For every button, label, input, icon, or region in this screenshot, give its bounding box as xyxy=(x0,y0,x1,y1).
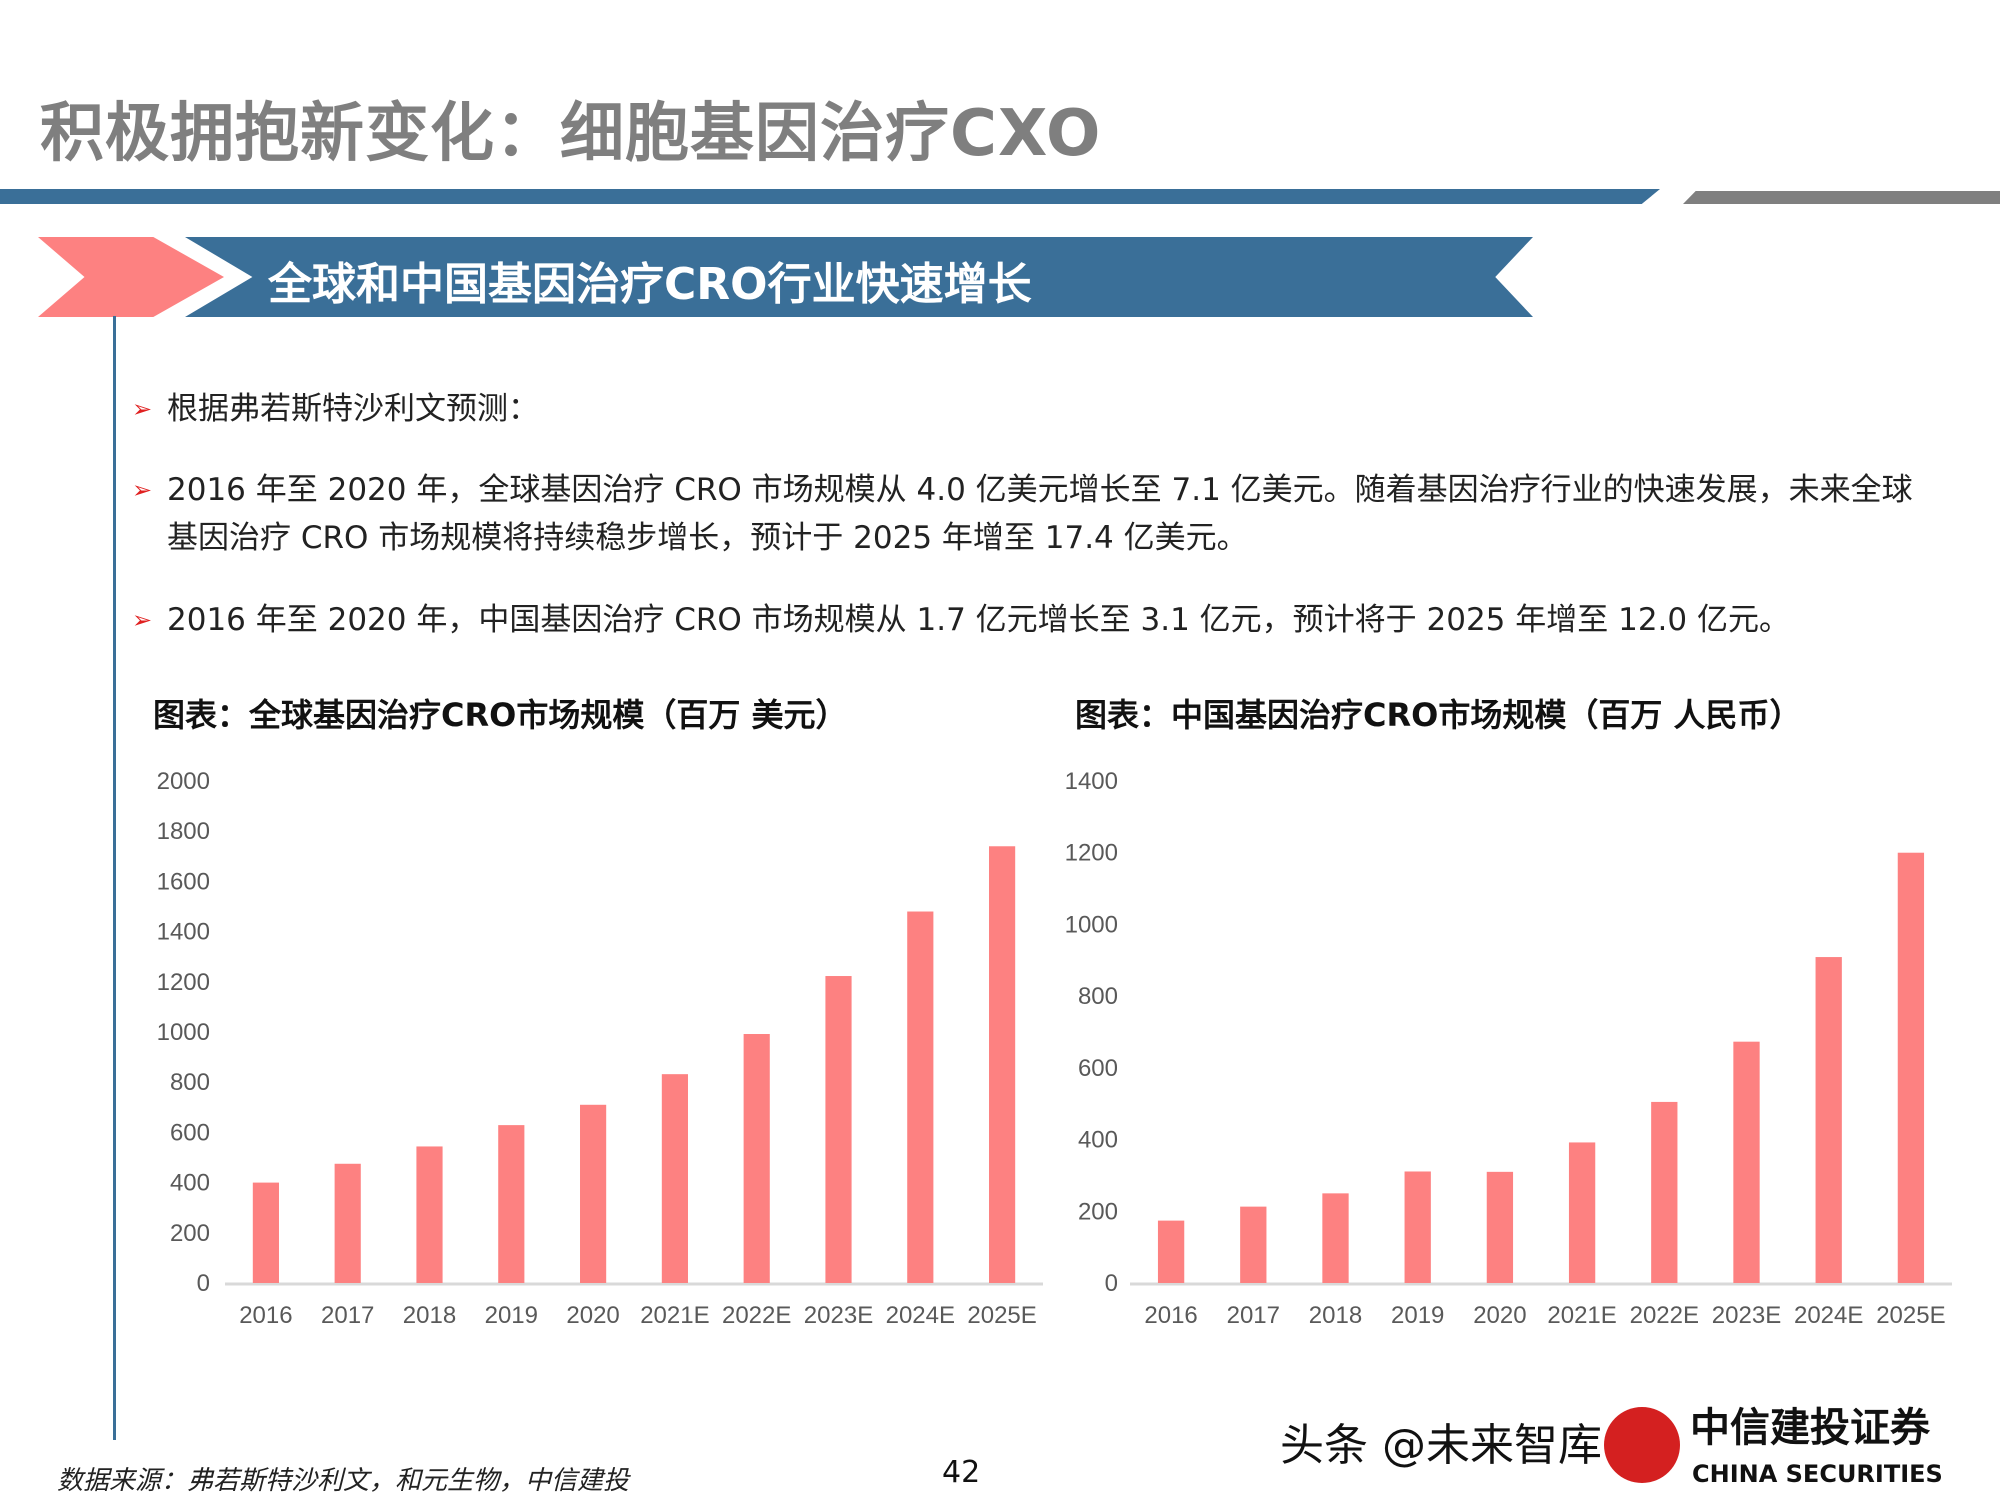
x-tick-label: 2018 xyxy=(403,1302,456,1329)
y-tick-label: 200 xyxy=(1078,1198,1118,1225)
x-tick-label: 2020 xyxy=(1473,1302,1526,1329)
bar-2019 xyxy=(1404,1171,1431,1283)
x-tick-label: 2017 xyxy=(321,1302,374,1329)
x-tick-label: 2024E xyxy=(886,1302,955,1329)
header-gray-rule xyxy=(1683,191,2000,204)
x-tick-label: 2020 xyxy=(566,1302,619,1329)
x-tick-label: 2019 xyxy=(1391,1302,1444,1329)
x-tick-label: 2022E xyxy=(722,1302,791,1329)
bullet-item: ➢ 2016 年至 2020 年，全球基因治疗 CRO 市场规模从 4.0 亿美… xyxy=(132,466,1922,562)
section-banner xyxy=(185,237,1533,317)
x-tick-label: 2023E xyxy=(804,1302,873,1329)
bar-2017 xyxy=(1240,1206,1267,1283)
y-tick-label: 0 xyxy=(197,1270,210,1297)
bar-2025E xyxy=(1897,852,1925,1283)
y-tick-label: 800 xyxy=(170,1069,210,1096)
bar-2020 xyxy=(580,1104,607,1283)
y-tick-label: 1400 xyxy=(1065,768,1118,795)
y-tick-label: 1600 xyxy=(157,868,210,895)
page-number: 42 xyxy=(942,1455,981,1490)
bar-2024E xyxy=(1815,957,1842,1283)
logo-text: 中信建投证券 xyxy=(1690,1405,1930,1451)
x-tick-label: 2016 xyxy=(239,1302,292,1329)
bar-2021E xyxy=(1568,1142,1596,1283)
x-tick-label: 2021E xyxy=(640,1302,709,1329)
x-tick-label: 2016 xyxy=(1144,1302,1197,1329)
left-vertical-rule xyxy=(113,316,116,1440)
data-source: 数据来源：弗若斯特沙利文，和元生物，中信建投 xyxy=(57,1466,630,1496)
bar-2023E xyxy=(1733,1041,1760,1283)
page-title: 积极拥抱新变化：细胞基因治疗CXO xyxy=(40,97,1102,171)
x-tick-label: 2024E xyxy=(1794,1302,1863,1329)
y-tick-label: 1400 xyxy=(157,919,210,946)
bar-2024E xyxy=(907,911,934,1283)
bar-2018 xyxy=(416,1146,443,1283)
x-tick-label: 2025E xyxy=(1876,1302,1945,1329)
x-tick-label: 2017 xyxy=(1227,1302,1280,1329)
bullet-item: ➢ 2016 年至 2020 年，中国基因治疗 CRO 市场规模从 1.7 亿元… xyxy=(132,596,1922,644)
x-tick-label: 2022E xyxy=(1630,1302,1699,1329)
bar-2016 xyxy=(1157,1220,1185,1283)
bar-2019 xyxy=(498,1125,525,1283)
x-tick-label: 2019 xyxy=(485,1302,538,1329)
y-tick-label: 600 xyxy=(170,1119,210,1146)
bar-2021E xyxy=(661,1074,688,1283)
bar-2018 xyxy=(1322,1193,1349,1283)
arrow-bullet-icon: ➢ xyxy=(132,606,153,634)
y-tick-label: 600 xyxy=(1078,1055,1118,1082)
section-banner-title: 全球和中国基因治疗CRO行业快速增长 xyxy=(268,259,1032,310)
bar-2025E xyxy=(989,846,1016,1283)
bullet-item: ➢ 根据弗若斯特沙利文预测： xyxy=(132,385,1922,433)
y-tick-label: 1000 xyxy=(1065,911,1118,938)
chart-title-china: 图表：中国基因治疗CRO市场规模（百万 人民币） xyxy=(1075,696,1802,734)
bar-2020 xyxy=(1486,1171,1514,1283)
bar-2022E xyxy=(1651,1101,1678,1283)
logo-english: CHINA SECURITIES xyxy=(1692,1460,1943,1488)
y-tick-label: 400 xyxy=(170,1170,210,1197)
logo-seal-icon xyxy=(1604,1407,1680,1483)
arrow-bullet-icon: ➢ xyxy=(132,395,153,423)
y-tick-label: 2000 xyxy=(157,768,210,795)
y-tick-label: 1200 xyxy=(1065,840,1118,867)
x-tick-label: 2018 xyxy=(1309,1302,1362,1329)
x-tick-label: 2023E xyxy=(1712,1302,1781,1329)
y-tick-label: 0 xyxy=(1105,1270,1118,1297)
y-tick-label: 200 xyxy=(170,1220,210,1247)
bar-2017 xyxy=(334,1163,361,1283)
y-tick-label: 1200 xyxy=(157,969,210,996)
y-tick-label: 1000 xyxy=(157,1019,210,1046)
bar-2016 xyxy=(252,1182,279,1283)
y-tick-label: 800 xyxy=(1078,983,1118,1010)
x-tick-label: 2021E xyxy=(1547,1302,1616,1329)
chart-title-global: 图表：全球基因治疗CRO市场规模（百万 美元） xyxy=(153,696,848,734)
y-tick-label: 1800 xyxy=(157,818,210,845)
bar-2022E xyxy=(743,1034,770,1283)
y-tick-label: 400 xyxy=(1078,1127,1118,1154)
bar-2023E xyxy=(825,976,852,1283)
header-blue-rule xyxy=(0,189,1660,204)
china-securities-logo: 中信建投证券 CHINA SECURITIES xyxy=(1600,1390,2000,1500)
watermark: 头条 @未来智库 xyxy=(1280,1420,1602,1471)
x-tick-label: 2025E xyxy=(967,1302,1036,1329)
arrow-bullet-icon: ➢ xyxy=(132,476,153,504)
